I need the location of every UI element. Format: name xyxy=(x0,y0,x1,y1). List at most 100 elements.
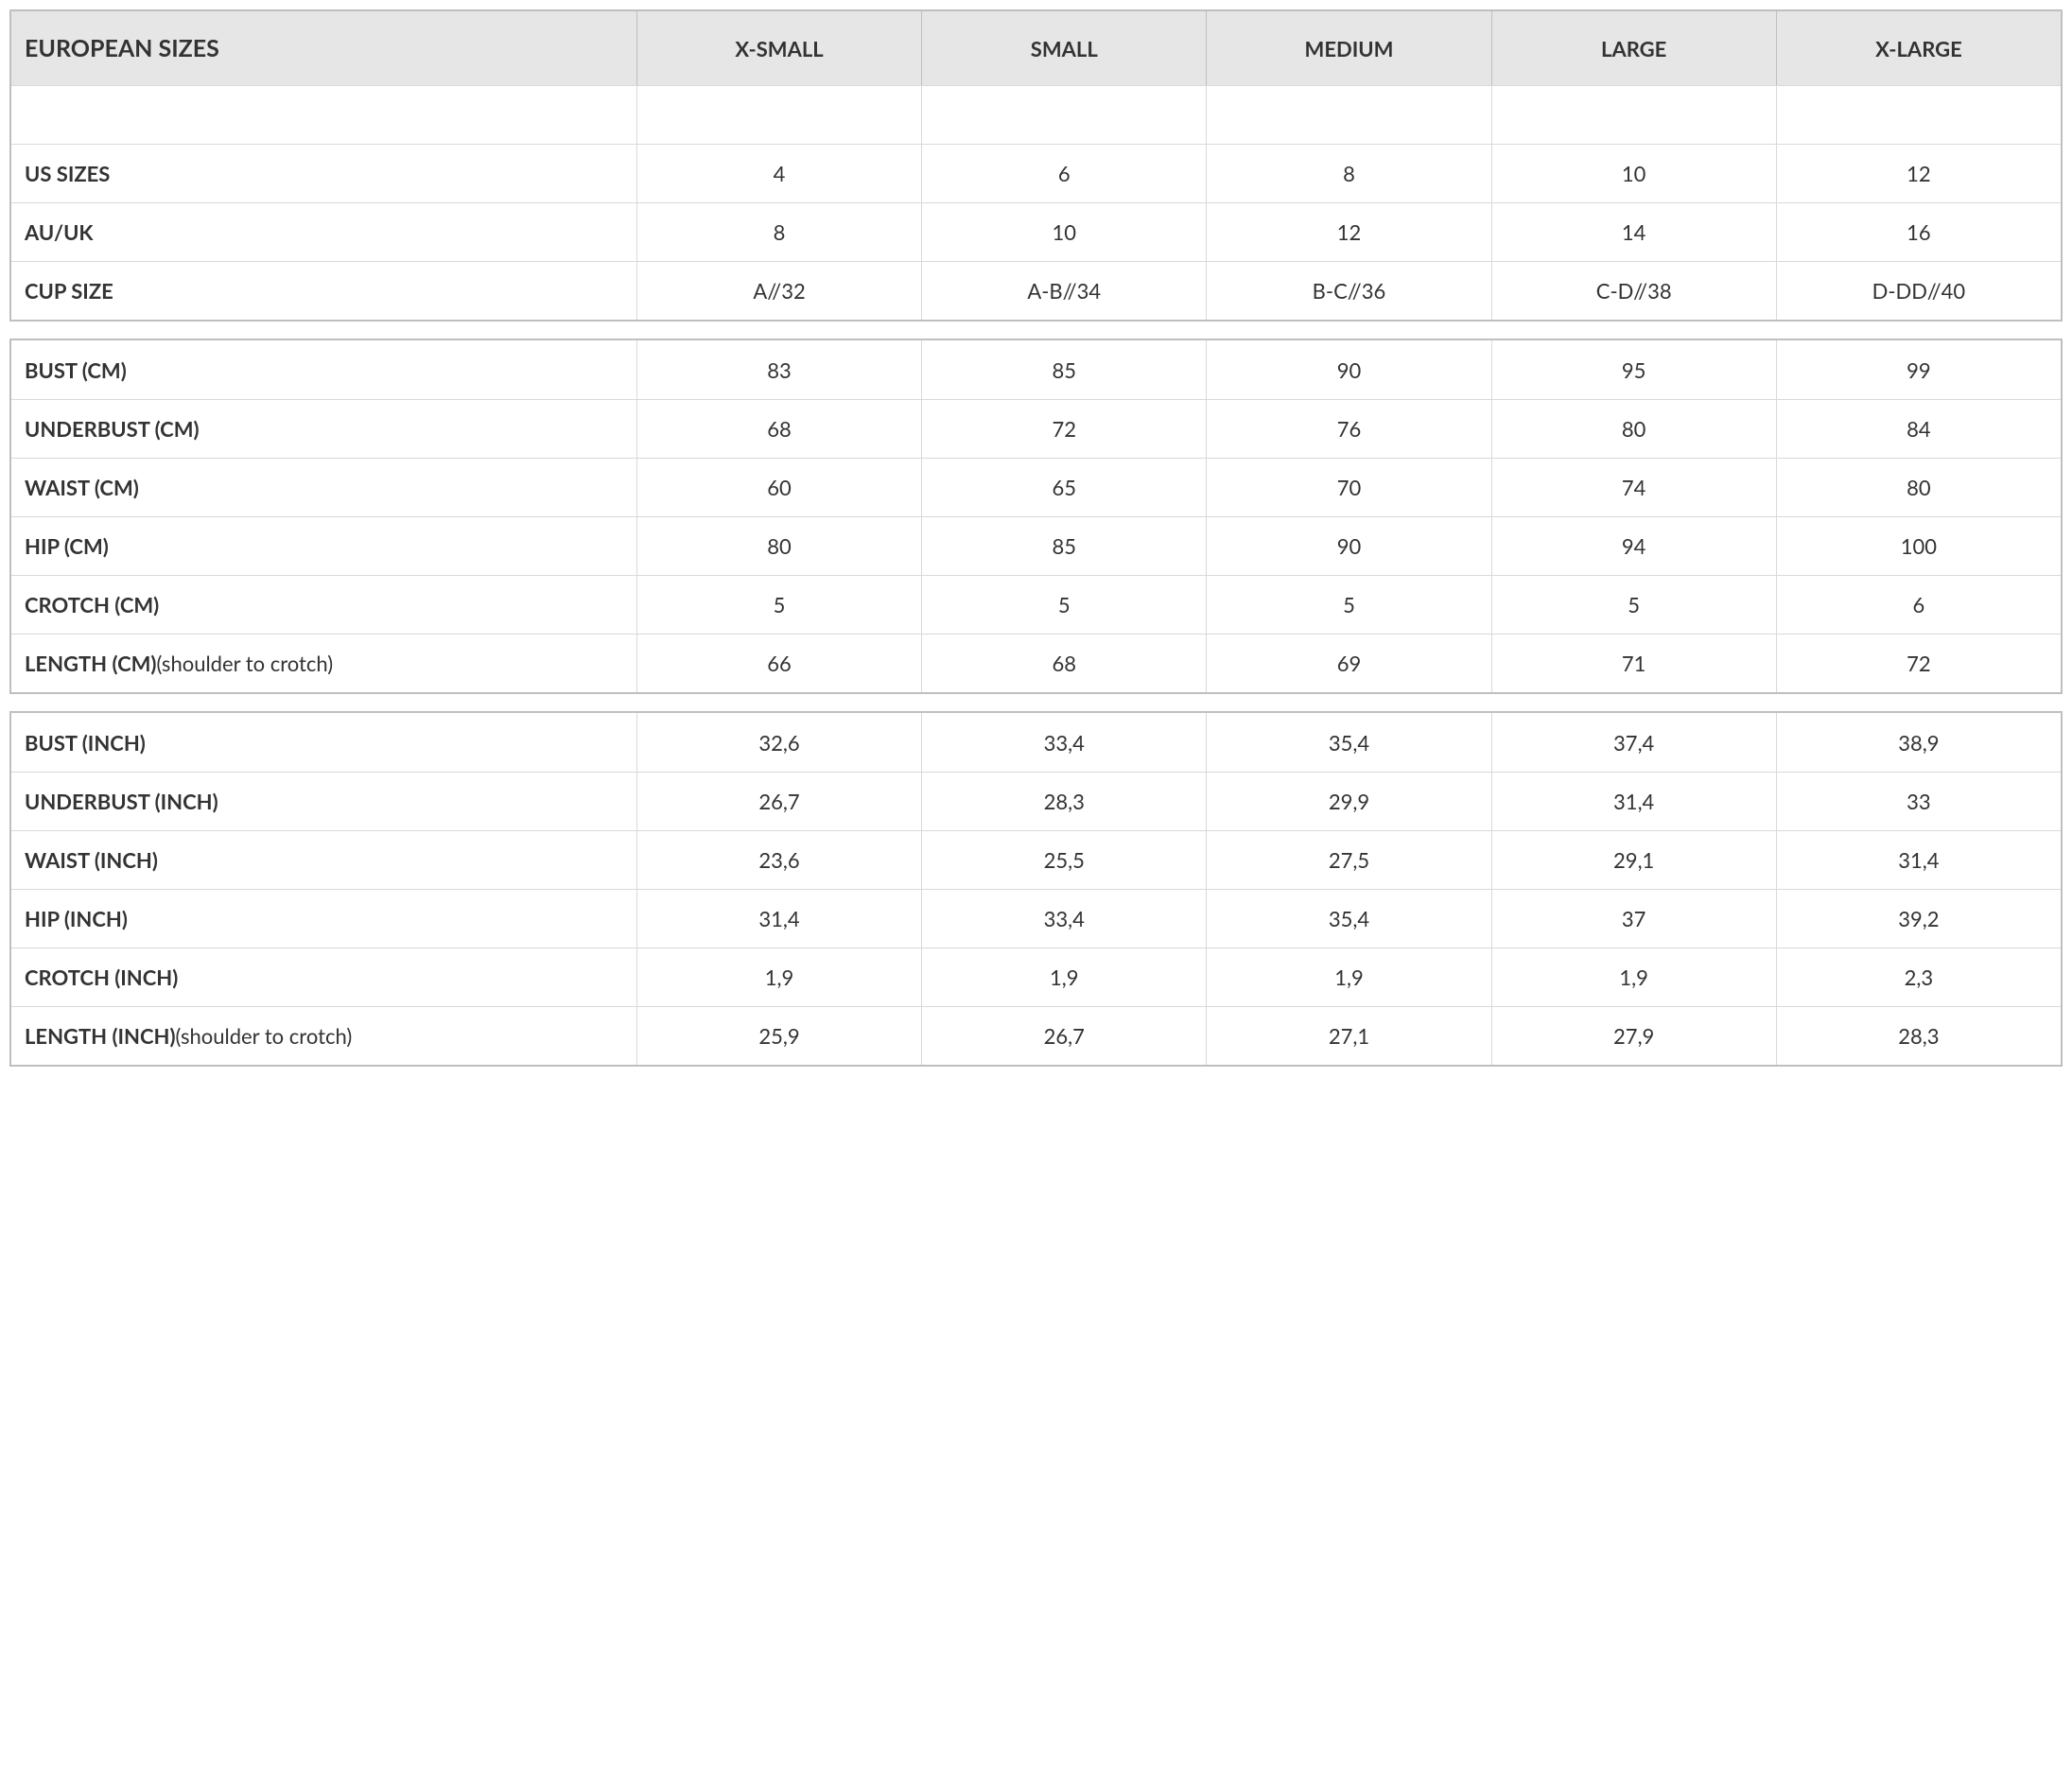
cell: 71 xyxy=(1491,634,1776,692)
cell: B-C//36 xyxy=(1206,262,1490,320)
cell: 1,9 xyxy=(1491,948,1776,1006)
cell: 74 xyxy=(1491,459,1776,516)
table-row: CUP SIZE A//32 A-B//34 B-C//36 C-D//38 D… xyxy=(11,261,2061,320)
table-row: UNDERBUST (INCH) 26,7 28,3 29,9 31,4 33 xyxy=(11,772,2061,830)
cell: 27,5 xyxy=(1206,831,1490,889)
cell: 12 xyxy=(1776,145,2061,202)
cell: 33,4 xyxy=(921,890,1206,947)
cell: 12 xyxy=(1206,203,1490,261)
cell: 38,9 xyxy=(1776,713,2061,772)
table-row xyxy=(11,85,2061,144)
cell: 5 xyxy=(1206,576,1490,634)
cell: 37,4 xyxy=(1491,713,1776,772)
table-row: US SIZES 4 6 8 10 12 xyxy=(11,144,2061,202)
cell: 94 xyxy=(1491,517,1776,575)
cell: 95 xyxy=(1491,340,1776,399)
cell: 72 xyxy=(1776,634,2061,692)
row-label: HIP (CM) xyxy=(11,517,636,575)
table-row: CROTCH (CM) 5 5 5 5 6 xyxy=(11,575,2061,634)
cell: 26,7 xyxy=(636,773,921,830)
table-row: LENGTH (INCH) (shoulder to crotch) 25,9 … xyxy=(11,1006,2061,1065)
cell: 5 xyxy=(921,576,1206,634)
header-col-medium: MEDIUM xyxy=(1206,11,1490,85)
row-label: UNDERBUST (CM) xyxy=(11,400,636,458)
header-col-small: SMALL xyxy=(921,11,1206,85)
cell: 33,4 xyxy=(921,713,1206,772)
cell: 26,7 xyxy=(921,1007,1206,1065)
cell xyxy=(636,86,921,144)
cell: 5 xyxy=(636,576,921,634)
cell: 10 xyxy=(1491,145,1776,202)
row-label: CUP SIZE xyxy=(11,262,636,320)
header-col-xsmall: X-SMALL xyxy=(636,11,921,85)
cell: 35,4 xyxy=(1206,890,1490,947)
row-label: CROTCH (INCH) xyxy=(11,948,636,1006)
cell: 10 xyxy=(921,203,1206,261)
cell: 6 xyxy=(921,145,1206,202)
cell: 85 xyxy=(921,340,1206,399)
row-label: UNDERBUST (INCH) xyxy=(11,773,636,830)
row-label: LENGTH (CM) (shoulder to crotch) xyxy=(11,634,636,692)
cell: 5 xyxy=(1491,576,1776,634)
cell: 31,4 xyxy=(1491,773,1776,830)
cell: 25,9 xyxy=(636,1007,921,1065)
cell: 72 xyxy=(921,400,1206,458)
size-table-group-1: EUROPEAN SIZES X-SMALL SMALL MEDIUM LARG… xyxy=(9,9,2063,322)
table-row: CROTCH (INCH) 1,9 1,9 1,9 1,9 2,3 xyxy=(11,947,2061,1006)
cell: 39,2 xyxy=(1776,890,2061,947)
cell: 69 xyxy=(1206,634,1490,692)
cell: 29,1 xyxy=(1491,831,1776,889)
cell: 8 xyxy=(1206,145,1490,202)
cell: 68 xyxy=(921,634,1206,692)
header-title: EUROPEAN SIZES xyxy=(11,11,636,85)
row-label: WAIST (CM) xyxy=(11,459,636,516)
size-table-group-inch: BUST (INCH) 32,6 33,4 35,4 37,4 38,9 UND… xyxy=(9,711,2063,1067)
table-row: AU/UK 8 10 12 14 16 xyxy=(11,202,2061,261)
cell: 27,9 xyxy=(1491,1007,1776,1065)
cell xyxy=(1491,86,1776,144)
cell: 68 xyxy=(636,400,921,458)
cell: 60 xyxy=(636,459,921,516)
cell: 100 xyxy=(1776,517,2061,575)
cell: 1,9 xyxy=(921,948,1206,1006)
size-table-group-cm: BUST (CM) 83 85 90 95 99 UNDERBUST (CM) … xyxy=(9,339,2063,694)
cell: 90 xyxy=(1206,517,1490,575)
table-row: HIP (CM) 80 85 90 94 100 xyxy=(11,516,2061,575)
cell: 1,9 xyxy=(636,948,921,1006)
row-label: HIP (INCH) xyxy=(11,890,636,947)
cell: 84 xyxy=(1776,400,2061,458)
cell: 28,3 xyxy=(921,773,1206,830)
cell: 70 xyxy=(1206,459,1490,516)
cell: 16 xyxy=(1776,203,2061,261)
cell: 31,4 xyxy=(636,890,921,947)
cell: 8 xyxy=(636,203,921,261)
cell: 80 xyxy=(636,517,921,575)
cell: 66 xyxy=(636,634,921,692)
row-label: WAIST (INCH) xyxy=(11,831,636,889)
row-label: BUST (CM) xyxy=(11,340,636,399)
table-row: BUST (CM) 83 85 90 95 99 xyxy=(11,340,2061,399)
cell: 25,5 xyxy=(921,831,1206,889)
cell: 1,9 xyxy=(1206,948,1490,1006)
cell: A//32 xyxy=(636,262,921,320)
cell: C-D//38 xyxy=(1491,262,1776,320)
cell: 4 xyxy=(636,145,921,202)
cell xyxy=(1206,86,1490,144)
cell: 23,6 xyxy=(636,831,921,889)
row-label xyxy=(11,86,636,144)
table-row: HIP (INCH) 31,4 33,4 35,4 37 39,2 xyxy=(11,889,2061,947)
cell: 35,4 xyxy=(1206,713,1490,772)
cell: 80 xyxy=(1491,400,1776,458)
row-label: CROTCH (CM) xyxy=(11,576,636,634)
cell: 6 xyxy=(1776,576,2061,634)
cell: A-B//34 xyxy=(921,262,1206,320)
table-row: WAIST (INCH) 23,6 25,5 27,5 29,1 31,4 xyxy=(11,830,2061,889)
cell: 83 xyxy=(636,340,921,399)
cell: 65 xyxy=(921,459,1206,516)
cell xyxy=(921,86,1206,144)
cell: 28,3 xyxy=(1776,1007,2061,1065)
row-label: AU/UK xyxy=(11,203,636,261)
row-label: LENGTH (INCH) (shoulder to crotch) xyxy=(11,1007,636,1065)
cell: 31,4 xyxy=(1776,831,2061,889)
table-row: UNDERBUST (CM) 68 72 76 80 84 xyxy=(11,399,2061,458)
